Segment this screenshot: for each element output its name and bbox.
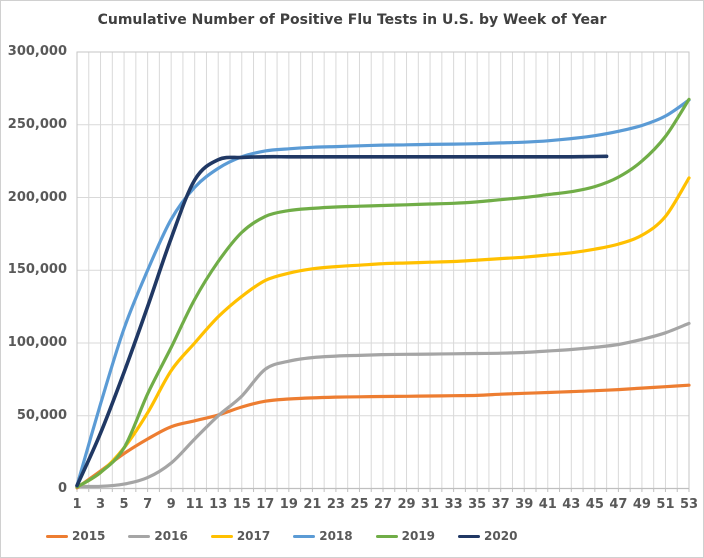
x-axis-tick-label: 23: [326, 497, 345, 512]
x-axis-tick-label: 41: [538, 497, 557, 512]
y-axis-tick-label: 100,000: [7, 335, 67, 350]
y-axis-tick-label: 250,000: [7, 116, 67, 132]
legend-swatch-2017: [210, 534, 233, 538]
legend-label: 2017: [236, 529, 271, 543]
y-axis-tick-label: 0: [57, 480, 67, 496]
legend-label: 2019: [401, 529, 436, 543]
x-axis-tick-label: 11: [185, 497, 204, 512]
legend-swatch-2015: [46, 534, 68, 538]
x-axis-tick-label: 37: [491, 497, 510, 512]
series-line-2016: [75, 321, 691, 489]
x-axis-tick-label: 5: [119, 497, 129, 512]
x-axis-tick-label: 25: [350, 497, 369, 512]
x-axis-tick-label: 9: [166, 497, 176, 512]
x-axis-tick-label: 43: [562, 497, 581, 512]
legend-item-2018: 2018: [293, 529, 353, 543]
legend-item-2016: 2016: [128, 529, 188, 543]
legend-label: 2016: [154, 529, 188, 543]
x-axis-tick-label: 27: [373, 497, 393, 512]
y-axis-tick-label: 150,000: [7, 262, 67, 278]
x-axis-tick-label: 45: [585, 497, 604, 512]
legend-item-2017: 2017: [210, 529, 271, 543]
x-axis-tick-label: 15: [232, 497, 251, 512]
y-axis-tick-label: 200,000: [7, 189, 67, 205]
x-axis-tick-label: 17: [256, 497, 275, 512]
x-axis-tick-label: 47: [609, 497, 628, 512]
x-axis-tick-label: 53: [679, 497, 699, 512]
y-axis-tick-label: 300,000: [7, 44, 67, 59]
legend-item-2019: 2019: [375, 529, 436, 543]
legend-swatch-2018: [293, 534, 316, 538]
x-axis-tick-label: 21: [303, 497, 322, 512]
legend: 2015 2016 2017 2018 2019 2020: [46, 529, 517, 543]
x-axis-tick-label: 49: [632, 497, 651, 512]
legend-item-2015: 2015: [46, 529, 105, 543]
legend-swatch-2019: [375, 534, 398, 538]
legend-label: 2018: [319, 529, 353, 543]
x-axis-tick-label: 7: [143, 497, 153, 512]
series-line-2020: [75, 154, 609, 488]
x-axis-tick-label: 33: [444, 497, 463, 512]
x-axis-tick-label: 31: [421, 497, 440, 512]
legend-swatch-2020: [458, 534, 481, 538]
legend-swatch-2016: [128, 534, 151, 538]
legend-item-2020: 2020: [458, 529, 517, 543]
series-line-2017: [75, 176, 691, 489]
x-axis-tick-label: 29: [397, 497, 416, 512]
x-axis-tick-label: 51: [656, 497, 675, 512]
series-line-2015: [75, 383, 691, 490]
legend-label: 2020: [484, 529, 518, 543]
y-axis-tick-label: 50,000: [16, 407, 67, 423]
series-line-2019: [75, 97, 691, 489]
chart-title: Cumulative Number of Positive Flu Tests …: [97, 12, 607, 28]
series-line-2018: [75, 98, 691, 488]
x-axis-tick-label: 13: [209, 497, 228, 512]
x-axis-tick-label: 19: [279, 497, 298, 512]
x-axis-tick-label: 3: [96, 497, 106, 512]
x-axis-tick-label: 39: [515, 497, 534, 512]
x-axis-tick-label: 35: [468, 497, 487, 512]
x-axis-tick-label: 1: [72, 497, 82, 512]
legend-label: 2015: [72, 529, 106, 543]
